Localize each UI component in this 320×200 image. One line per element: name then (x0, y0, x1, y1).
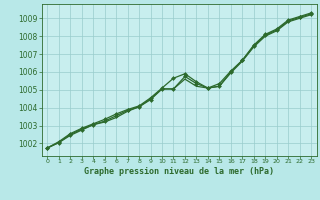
X-axis label: Graphe pression niveau de la mer (hPa): Graphe pression niveau de la mer (hPa) (84, 167, 274, 176)
